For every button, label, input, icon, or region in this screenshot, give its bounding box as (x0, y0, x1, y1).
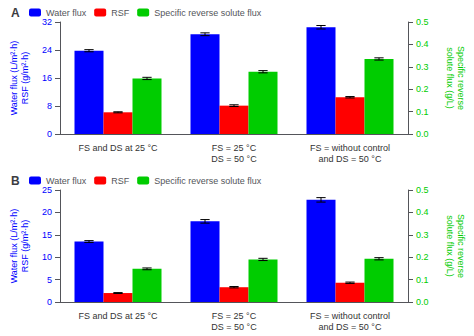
svg-text:Water flux (L/m²·h): Water flux (L/m²·h) (9, 209, 19, 284)
svg-text:16: 16 (42, 73, 52, 83)
svg-text:10: 10 (42, 252, 52, 262)
svg-text:0: 0 (47, 297, 52, 307)
svg-text:0.5: 0.5 (416, 185, 429, 195)
svg-text:FS = without control: FS = without control (310, 143, 390, 153)
svg-text:FS and DS at 25 °C: FS and DS at 25 °C (78, 143, 158, 153)
svg-text:FS = 25 °C: FS = 25 °C (212, 311, 257, 321)
svg-text:0: 0 (47, 129, 52, 139)
svg-text:FS and DS at 25 °C: FS and DS at 25 °C (78, 311, 158, 321)
svg-text:FS = 25 °C: FS = 25 °C (212, 143, 257, 153)
svg-text:Specific reverse: Specific reverse (456, 46, 466, 110)
svg-text:8: 8 (47, 101, 52, 111)
svg-text:A: A (11, 6, 20, 20)
svg-text:15: 15 (42, 230, 52, 240)
svg-text:RSF (g/m²·h): RSF (g/m²·h) (20, 220, 30, 273)
svg-text:RSF (g/m²·h): RSF (g/m²·h) (20, 52, 30, 105)
svg-text:0.1: 0.1 (416, 107, 429, 117)
svg-text:32: 32 (42, 17, 52, 27)
svg-text:0.4: 0.4 (416, 39, 429, 49)
svg-text:Specific reverse solute flux: Specific reverse solute flux (154, 8, 262, 18)
svg-text:0.2: 0.2 (416, 84, 429, 94)
svg-text:and DS = 50 °C: and DS = 50 °C (319, 154, 382, 164)
svg-text:DS = 50 °C: DS = 50 °C (211, 154, 257, 164)
svg-text:and DS = 50 °C: and DS = 50 °C (319, 322, 382, 332)
svg-text:Water flux (L/m²·h): Water flux (L/m²·h) (9, 41, 19, 116)
svg-text:Water flux: Water flux (46, 8, 87, 18)
svg-text:Water flux: Water flux (46, 176, 87, 186)
svg-text:0.0: 0.0 (416, 297, 429, 307)
svg-text:FS = without control: FS = without control (310, 311, 390, 321)
svg-text:DS = 50 °C: DS = 50 °C (211, 322, 257, 332)
svg-text:RSF: RSF (111, 176, 130, 186)
svg-text:B: B (11, 174, 20, 188)
svg-text:0.2: 0.2 (416, 252, 429, 262)
svg-text:0.1: 0.1 (416, 275, 429, 285)
svg-text:24: 24 (42, 45, 52, 55)
svg-text:0.5: 0.5 (416, 17, 429, 27)
svg-text:0.0: 0.0 (416, 129, 429, 139)
svg-text:solute flux (g/L): solute flux (g/L) (445, 47, 455, 109)
svg-text:solute flux (g/L): solute flux (g/L) (445, 215, 455, 277)
svg-text:RSF: RSF (111, 8, 130, 18)
svg-text:0.4: 0.4 (416, 207, 429, 217)
svg-text:5: 5 (47, 275, 52, 285)
svg-text:25: 25 (42, 185, 52, 195)
svg-text:20: 20 (42, 207, 52, 217)
svg-text:Specific reverse solute flux: Specific reverse solute flux (154, 176, 262, 186)
svg-text:0.3: 0.3 (416, 230, 429, 240)
svg-text:0.3: 0.3 (416, 62, 429, 72)
svg-text:Specific reverse: Specific reverse (456, 214, 466, 278)
